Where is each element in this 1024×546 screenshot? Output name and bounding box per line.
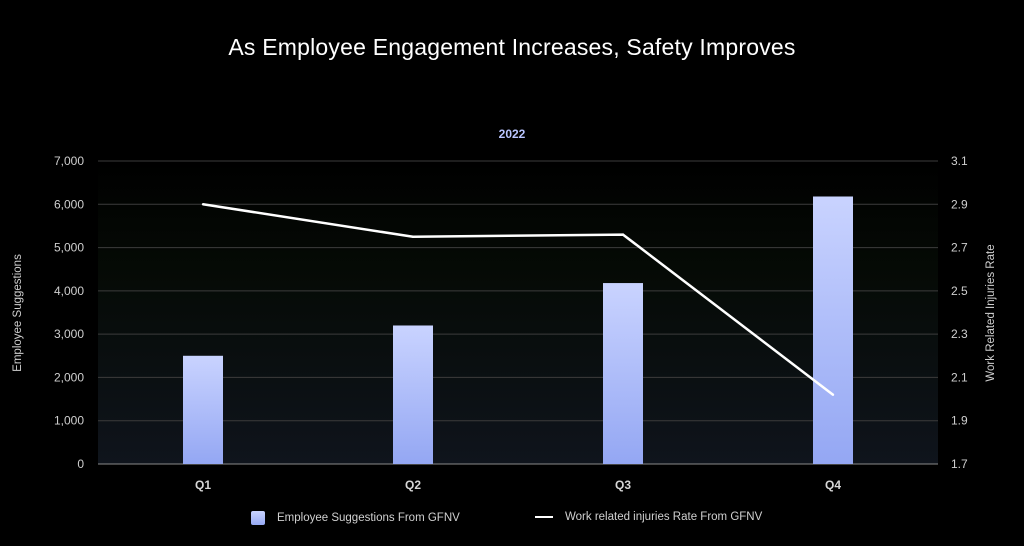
line-point	[831, 393, 835, 396]
legend-swatch-bar	[251, 511, 265, 525]
line-point	[411, 235, 415, 238]
page-title: As Employee Engagement Increases, Safety…	[228, 34, 796, 60]
x-tick-label: Q1	[195, 478, 211, 492]
legend-swatch-line	[535, 516, 553, 518]
left-tick-label: 0	[77, 457, 84, 471]
line-point	[621, 233, 625, 236]
left-tick-label: 5,000	[54, 241, 84, 255]
right-tick-label: 2.9	[951, 197, 968, 211]
x-tick-label: Q4	[825, 478, 841, 492]
bar-series	[183, 196, 853, 464]
chart-subtitle: 2022	[498, 127, 526, 141]
plot-area	[98, 161, 938, 464]
left-tick-label: 2,000	[54, 370, 84, 384]
left-tick-label: 7,000	[54, 154, 84, 168]
bar	[393, 325, 433, 464]
line-point	[201, 203, 205, 206]
bar	[183, 355, 223, 464]
legend-item-line: Work related injuries Rate From GFNV	[535, 511, 762, 523]
bar	[603, 283, 643, 464]
x-tick-label: Q3	[615, 478, 631, 492]
legend-label-bars: Employee Suggestions From GFNV	[277, 512, 460, 524]
right-axis-label: Work Related Injuries Rate	[985, 244, 997, 381]
bar	[813, 196, 853, 464]
line-series	[201, 203, 835, 396]
right-tick-label: 2.3	[951, 327, 968, 341]
injury-rate-line	[202, 203, 834, 396]
legend-item-bars: Employee Suggestions From GFNV	[251, 511, 460, 525]
left-tick-label: 6,000	[54, 197, 84, 211]
right-axis-ticks: 1.7 1.9 2.1 2.3 2.5 2.7 2.9 3.1	[951, 154, 968, 471]
gridlines	[98, 160, 938, 465]
left-tick-label: 3,000	[54, 327, 84, 341]
left-tick-label: 4,000	[54, 284, 84, 298]
left-tick-label: 1,000	[54, 414, 84, 428]
left-axis-ticks: 0 1,000 2,000 3,000 4,000 5,000 6,000 7,000	[54, 154, 84, 471]
right-tick-label: 2.7	[951, 241, 968, 255]
right-tick-label: 2.5	[951, 284, 968, 298]
right-tick-label: 1.9	[951, 414, 968, 428]
legend: Employee Suggestions From GFNV Work rela…	[0, 511, 1024, 527]
legend-label-line: Work related injuries Rate From GFNV	[565, 511, 763, 523]
x-tick-label: Q2	[405, 478, 421, 492]
left-axis-label: Employee Suggestions	[12, 254, 24, 372]
right-tick-label: 3.1	[951, 154, 968, 168]
right-tick-label: 2.1	[951, 370, 968, 384]
x-axis-ticks: Q1 Q2 Q3 Q4	[195, 478, 841, 492]
right-tick-label: 1.7	[951, 457, 968, 471]
